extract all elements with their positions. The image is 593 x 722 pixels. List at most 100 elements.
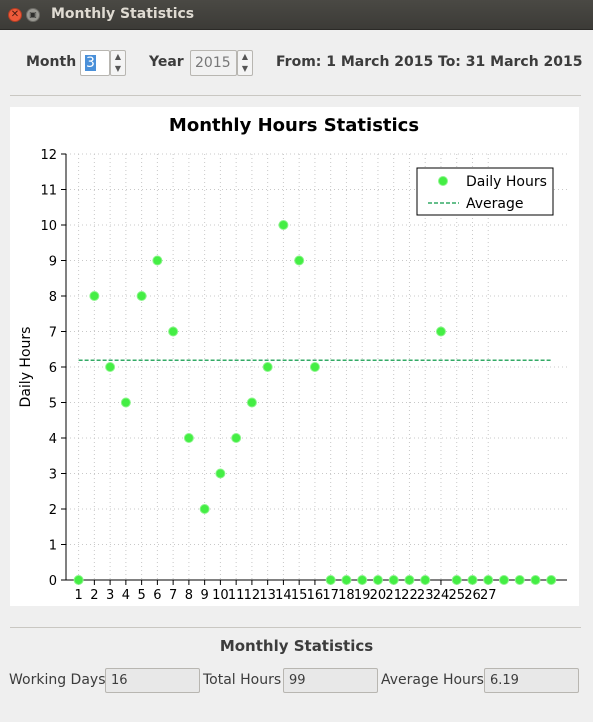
average-hours-label: Average Hours — [381, 672, 484, 688]
close-icon[interactable]: ✕ — [8, 8, 22, 22]
divider — [10, 627, 581, 628]
data-point — [231, 433, 242, 443]
x-tick-label: 21 — [385, 588, 402, 603]
spin-up-icon[interactable]: ▲ — [241, 52, 249, 61]
total-hours-field[interactable]: 99 — [283, 668, 378, 693]
spin-down-icon[interactable]: ▼ — [114, 64, 122, 73]
data-point — [278, 220, 289, 230]
data-point — [168, 326, 179, 337]
data-point — [120, 397, 131, 408]
legend-marker — [438, 176, 448, 186]
average-hours-field[interactable]: 6.19 — [484, 668, 579, 693]
x-tick-label: 12 — [244, 588, 261, 603]
x-tick-label: 25 — [448, 588, 465, 603]
x-tick-label: 6 — [153, 588, 161, 603]
data-point — [483, 575, 494, 585]
data-point — [262, 362, 273, 372]
data-point — [183, 433, 194, 443]
y-tick-label: 7 — [49, 326, 57, 341]
month-label: Month — [26, 54, 77, 70]
y-tick-label: 6 — [49, 361, 57, 376]
year-input[interactable]: 2015 — [190, 50, 237, 76]
data-point — [514, 575, 525, 585]
data-point — [309, 362, 320, 372]
chart-panel: Monthly Hours Statistics 0 1 2 3 4 5 6 7 8 9 10 11 12… — [10, 107, 579, 606]
legend-box — [416, 167, 554, 216]
spin-down-icon[interactable]: ▼ — [241, 64, 249, 73]
data-point — [105, 362, 116, 372]
data-point — [388, 575, 399, 585]
x-tick-label: 10 — [212, 588, 229, 603]
data-point — [357, 575, 368, 585]
year-label: Year — [149, 54, 184, 70]
x-tick-label: 13 — [259, 588, 276, 603]
x-tick-label: 18 — [338, 588, 355, 603]
x-tick-label: 24 — [433, 588, 450, 603]
summary-title: Monthly Statistics — [219, 637, 374, 655]
year-spin-arrows[interactable]: ▲ ▼ — [237, 50, 253, 76]
month-spin-arrows[interactable]: ▲ ▼ — [110, 50, 126, 76]
data-point — [498, 575, 509, 585]
data-point — [404, 575, 415, 585]
x-tick-label: 1 — [74, 588, 82, 603]
x-tick-label: 26 — [464, 588, 481, 603]
y-tick-label: 12 — [40, 148, 57, 163]
data-point — [325, 575, 336, 585]
data-point — [199, 504, 210, 514]
y-axis-label: Daily Hours — [18, 327, 34, 408]
data-point — [546, 575, 557, 585]
y-tick-label: 5 — [49, 397, 57, 412]
divider — [10, 95, 581, 96]
x-tick-label: 15 — [291, 588, 308, 603]
y-tick-label: 8 — [49, 290, 57, 305]
data-point — [136, 291, 147, 301]
y-tick-label: 3 — [49, 468, 57, 483]
total-hours-label: Total Hours — [203, 672, 282, 688]
x-tick-label: 22 — [401, 588, 418, 603]
data-point — [435, 326, 446, 337]
data-point — [467, 575, 478, 585]
x-tick-label: 16 — [307, 588, 324, 603]
month-value: 3 — [85, 55, 96, 71]
working-days-label: Working Days — [9, 672, 106, 688]
data-point — [294, 255, 305, 266]
x-tick-label: 17 — [322, 588, 339, 603]
legend-label: Daily Hours — [466, 174, 547, 190]
month-input[interactable]: 3 — [80, 50, 110, 76]
data-point — [420, 575, 431, 585]
x-tick-label: 27 — [480, 588, 497, 603]
chart-title: Monthly Hours Statistics — [169, 115, 419, 136]
x-tick-label: 2 — [90, 588, 98, 603]
x-tick-label: 20 — [370, 588, 387, 603]
x-tick-label: 5 — [137, 588, 145, 603]
maximize-icon[interactable]: ▣ — [26, 8, 40, 22]
chart-svg: Monthly Hours Statistics0123456789101112… — [18, 115, 567, 603]
x-tick-label: 23 — [417, 588, 434, 603]
to-date-text: To: 31 March 2015 — [438, 54, 583, 70]
year-spinbox[interactable]: 2015 ▲ ▼ — [190, 50, 253, 76]
y-tick-label: 11 — [40, 184, 57, 199]
title-bar: ✕ ▣ Monthly Statistics — [0, 0, 593, 30]
x-tick-label: 14 — [275, 588, 292, 603]
working-days-field[interactable]: 16 — [105, 668, 200, 693]
x-tick-label: 11 — [228, 588, 245, 603]
data-point — [215, 468, 226, 479]
from-date-text: From: 1 March 2015 — [276, 54, 434, 70]
x-tick-label: 3 — [106, 588, 114, 603]
window-title: Monthly Statistics — [51, 6, 195, 22]
data-point — [152, 255, 163, 266]
legend-label: Average — [466, 196, 524, 212]
y-tick-label: 1 — [49, 539, 57, 554]
data-point — [451, 575, 462, 585]
data-point — [89, 291, 100, 301]
y-tick-label: 4 — [49, 432, 57, 447]
x-tick-label: 7 — [169, 588, 177, 603]
data-point — [372, 575, 383, 585]
y-tick-label: 2 — [49, 503, 57, 518]
spin-up-icon[interactable]: ▲ — [114, 52, 122, 61]
month-spinbox[interactable]: 3 ▲ ▼ — [80, 50, 126, 76]
x-tick-label: 19 — [354, 588, 371, 603]
y-tick-label: 9 — [49, 255, 57, 270]
y-tick-label: 0 — [49, 574, 57, 589]
y-tick-label: 10 — [40, 219, 57, 234]
